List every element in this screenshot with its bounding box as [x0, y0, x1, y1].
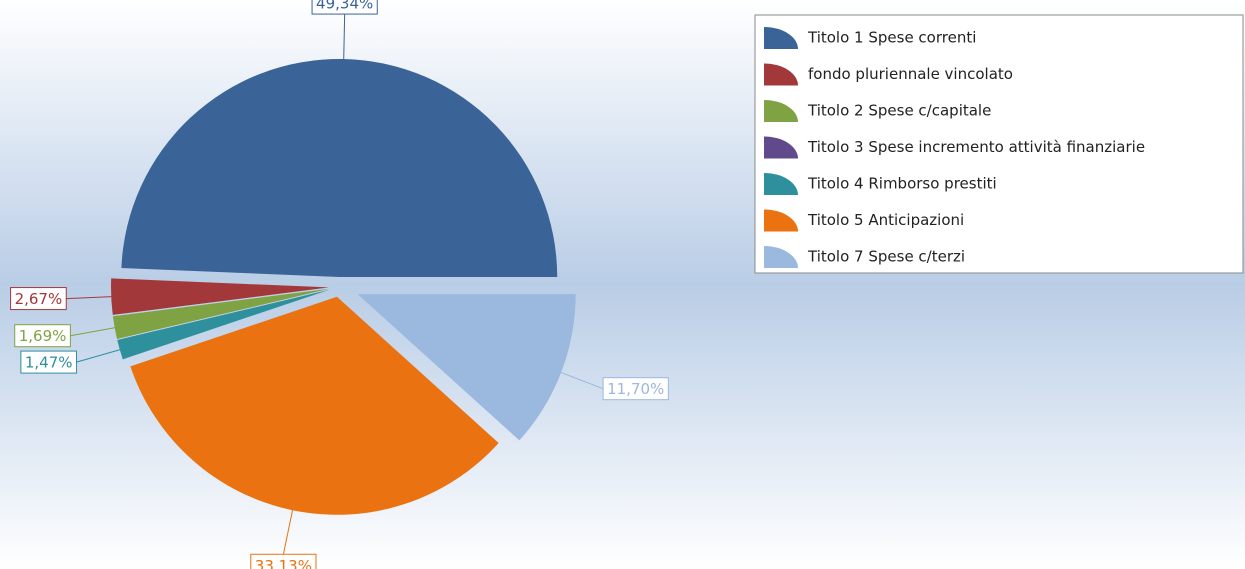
leader-line	[70, 326, 119, 337]
legend-label: Titolo 4 Rimborso prestiti	[807, 175, 997, 193]
legend-label: Titolo 7 Spese c/terzi	[807, 248, 965, 266]
leader-line	[66, 295, 116, 300]
pie-slice	[121, 59, 558, 278]
label-box	[10, 287, 67, 311]
label-box	[311, 0, 378, 15]
legend-swatch	[764, 63, 798, 86]
legend-label: fondo pluriennale vincolato	[808, 65, 1013, 83]
legend-swatch	[764, 100, 798, 122]
label-box	[20, 350, 78, 374]
data-label: 11,70%	[557, 370, 669, 401]
legend-swatch	[764, 209, 798, 232]
leader-line	[557, 370, 604, 390]
legend-label: Titolo 3 Spese incremento attività finan…	[807, 138, 1145, 156]
legend-swatch	[764, 136, 798, 159]
data-label-text: 2,67%	[15, 290, 63, 308]
data-label: 1,69%	[14, 324, 119, 348]
data-label: 1,47%	[20, 348, 124, 374]
legend-label: Titolo 5 Anticipazioni	[807, 211, 964, 229]
pie-slice	[112, 288, 330, 340]
data-label-text: 49,34%	[316, 0, 373, 13]
pie-slice	[111, 278, 330, 315]
leader-line	[282, 506, 294, 555]
data-label-text: 1,47%	[25, 354, 73, 372]
legend-swatch	[764, 246, 798, 268]
legend-box	[754, 14, 1244, 274]
legend-label: Titolo 2 Spese c/capitale	[807, 102, 991, 120]
pie-slice	[117, 289, 330, 360]
data-label: 49,34%	[311, 0, 378, 64]
pie-slice	[130, 296, 499, 515]
leader-line	[343, 14, 346, 64]
data-label-text: 1,69%	[19, 327, 67, 345]
data-label-text: 11,70%	[607, 380, 664, 398]
data-label: 33,13%	[250, 506, 317, 569]
leader-line	[76, 348, 124, 363]
data-label: 2,67%	[10, 287, 116, 311]
pie-slice	[357, 294, 576, 441]
pie-slice	[117, 289, 330, 340]
legend-label: Titolo 1 Spese correnti	[807, 29, 976, 47]
legend-swatch	[764, 173, 798, 195]
label-box	[602, 377, 669, 401]
label-box	[14, 324, 71, 348]
data-label-text: 33,13%	[255, 557, 312, 569]
legend-swatch	[764, 27, 798, 49]
label-box	[250, 553, 317, 569]
